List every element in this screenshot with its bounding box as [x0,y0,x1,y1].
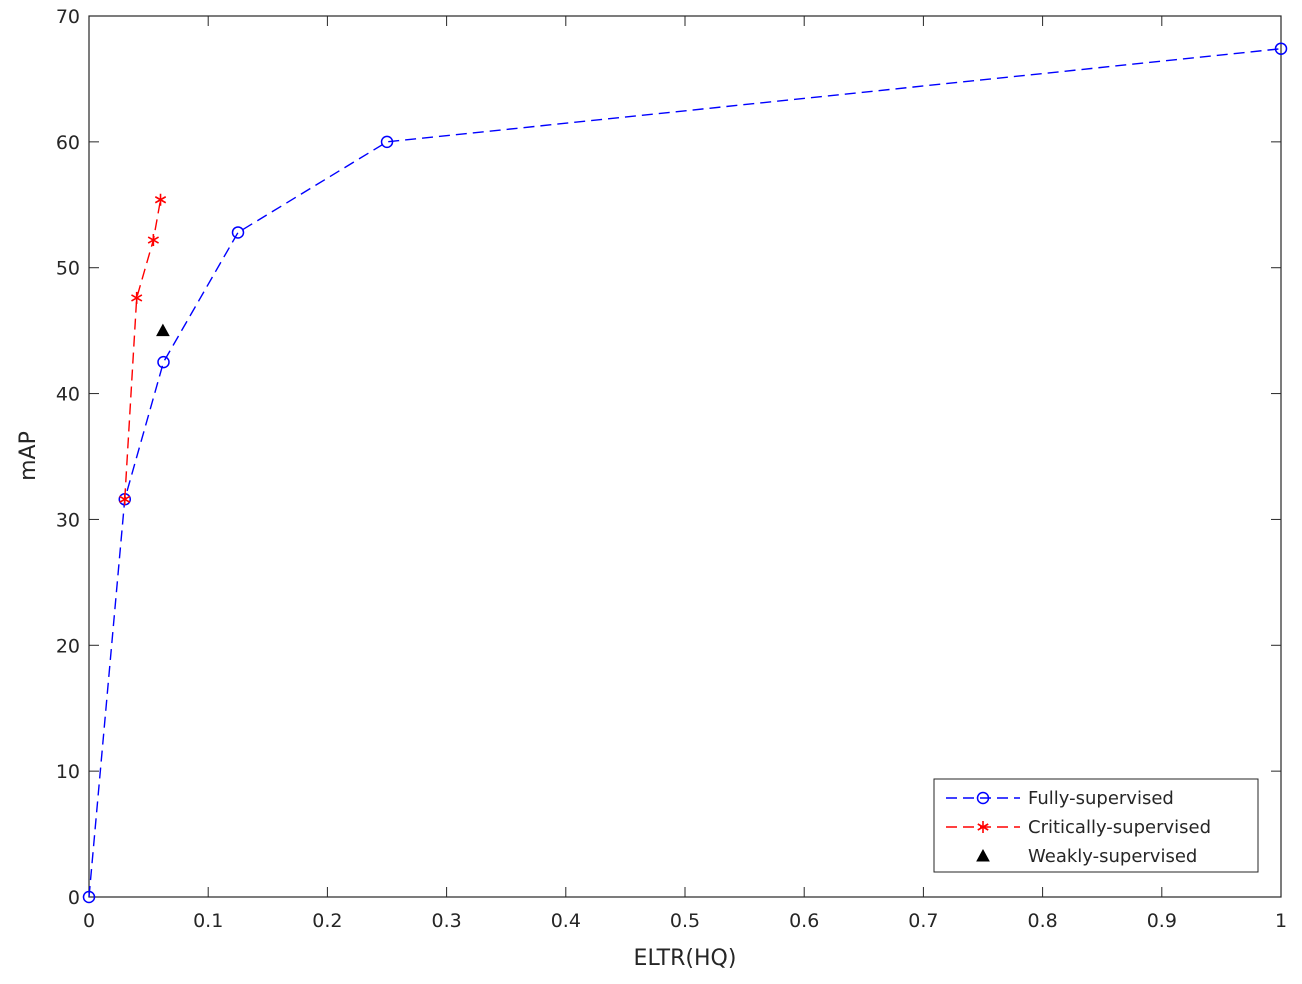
data-point [131,291,143,304]
x-axis-ticks: 0 0.1 0.2 0.3 0.4 0.5 0.6 0.7 0.8 0.9 1 [83,16,1287,932]
x-tick-label: 0.4 [551,910,581,932]
x-axis-label: ELTR(HQ) [634,946,737,971]
data-point [119,493,131,506]
legend-label: Critically-supervised [1028,817,1211,838]
y-tick-label: 30 [56,509,80,531]
legend-label: Fully-supervised [1028,788,1174,809]
legend: Fully-supervised Critically-supervised Wea… [933,778,1259,873]
data-point [1274,42,1288,55]
asterisk-stroke [977,823,989,831]
y-tick-label: 40 [56,384,80,406]
legend-marker [976,848,990,862]
x-tick-label: 0.3 [431,910,461,932]
y-tick-label: 0 [68,887,80,909]
series-line [88,48,1282,898]
y-tick-label: 10 [56,761,80,783]
asterisk-stroke [131,294,143,302]
y-tick-label: 20 [56,635,80,657]
x-tick-label: 0.5 [670,910,700,932]
x-tick-label: 0 [83,910,95,932]
legend-marker [976,791,990,805]
plot-area [88,15,1282,898]
data-point [154,193,167,206]
series-line [124,199,162,500]
x-tick-label: 0.2 [312,910,342,932]
y-tick-label: 60 [56,132,80,154]
data-point [157,355,170,369]
x-tick-label: 0.6 [789,910,819,932]
legend-marker [977,821,989,833]
y-tick-label: 50 [56,258,80,280]
x-tick-label: 0.9 [1147,910,1177,932]
y-tick-label: 70 [56,6,80,28]
y-axis-ticks: 0 10 20 30 40 50 60 70 [56,6,1281,909]
x-tick-label: 0.1 [193,910,223,932]
data-point [82,890,96,904]
x-tick-label: 0.7 [908,910,938,932]
asterisk-stroke [154,196,167,204]
data-point [147,234,159,247]
y-axis-label: mAP [16,431,41,481]
asterisk-stroke [147,236,159,244]
data-point [380,135,394,149]
x-tick-label: 1 [1275,910,1287,932]
series-critically-supervised [119,193,167,506]
series-layer [82,42,1288,904]
series-weakly-supervised [156,323,170,337]
x-tick-label: 0.8 [1027,910,1057,932]
data-point [156,323,170,337]
data-point [231,226,245,239]
legend-label: Weakly-supervised [1028,846,1197,867]
asterisk-stroke [119,495,131,503]
